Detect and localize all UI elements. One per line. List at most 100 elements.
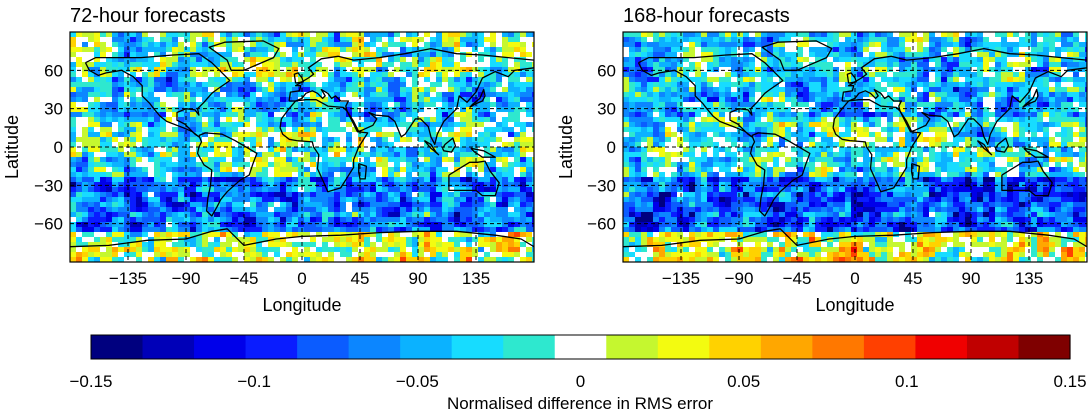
heatmap-cell — [238, 52, 245, 58]
heatmap-cell — [130, 52, 137, 58]
heatmap-cell — [226, 117, 233, 123]
heatmap-cell — [677, 57, 684, 63]
heatmap-cell — [731, 112, 738, 118]
heatmap-cell — [124, 252, 131, 258]
heatmap-cell — [683, 77, 690, 83]
heatmap-cell — [70, 247, 77, 253]
heatmap-cell — [508, 237, 515, 243]
heatmap-cell — [430, 232, 437, 238]
heatmap-cell — [340, 257, 347, 262]
heatmap-cell — [755, 47, 762, 53]
heatmap-cell — [202, 82, 209, 88]
heatmap-cell — [406, 177, 413, 183]
heatmap-cell — [845, 57, 852, 63]
heatmap-cell — [208, 42, 215, 48]
heatmap-cell — [154, 222, 161, 228]
heatmap-cell — [148, 222, 155, 228]
heatmap-cell — [316, 102, 323, 108]
heatmap-cell — [514, 72, 521, 78]
heatmap-cell — [256, 167, 263, 173]
heatmap-cell — [490, 152, 497, 158]
heatmap-cell — [112, 82, 119, 88]
heatmap-cell — [130, 117, 137, 123]
heatmap-cell — [977, 72, 984, 78]
heatmap-cell — [412, 102, 419, 108]
heatmap-cell — [977, 42, 984, 48]
heatmap-cell — [130, 127, 137, 133]
heatmap-cell — [803, 42, 810, 48]
heatmap-cell — [220, 182, 227, 188]
heatmap-cell — [629, 87, 636, 93]
heatmap-cell — [310, 57, 317, 63]
heatmap-cell — [94, 227, 101, 233]
heatmap-cell — [977, 77, 984, 83]
heatmap-cell — [280, 157, 287, 163]
heatmap-cell — [412, 172, 419, 178]
heatmap-cell — [118, 82, 125, 88]
heatmap-cell — [454, 237, 461, 243]
heatmap-cell — [983, 97, 990, 103]
heatmap-cell — [671, 107, 678, 113]
heatmap-cell — [394, 237, 401, 243]
heatmap-cell — [394, 182, 401, 188]
heatmap-cell — [917, 97, 924, 103]
heatmap-cell — [472, 72, 479, 78]
heatmap-cell — [208, 182, 215, 188]
heatmap-cell — [623, 37, 630, 43]
heatmap-cell — [683, 92, 690, 98]
heatmap-cell — [532, 67, 534, 73]
heatmap-cell — [88, 127, 95, 133]
heatmap-cell — [857, 37, 864, 43]
heatmap-cell — [316, 252, 323, 258]
heatmap-cell — [394, 202, 401, 208]
heatmap-cell — [797, 77, 804, 83]
heatmap-cell — [322, 252, 329, 258]
heatmap-cell — [154, 127, 161, 133]
heatmap-cell — [496, 97, 503, 103]
heatmap-cell — [262, 162, 269, 168]
heatmap-cell — [286, 162, 293, 168]
coastline — [469, 88, 486, 108]
heatmap-cell — [466, 257, 473, 262]
heatmap-cell — [76, 172, 83, 178]
heatmap-cell — [226, 167, 233, 173]
heatmap-cell — [484, 122, 491, 128]
heatmap-cell — [526, 92, 533, 98]
heatmap-cell — [220, 202, 227, 208]
heatmap-cell — [508, 257, 515, 262]
heatmap-cell — [310, 162, 317, 168]
heatmap-cell — [298, 67, 305, 73]
heatmap-cell — [184, 122, 191, 128]
heatmap-cell — [695, 47, 702, 53]
heatmap-cell — [250, 257, 257, 262]
heatmap-cell — [106, 132, 113, 138]
coastline — [84, 53, 231, 138]
heatmap-cell — [953, 102, 960, 108]
heatmap-cell — [460, 37, 467, 43]
heatmap-cell — [250, 122, 257, 128]
heatmap-cell — [893, 107, 900, 113]
heatmap-cell — [178, 142, 185, 148]
heatmap-cell — [953, 112, 960, 118]
heatmap-cell — [142, 147, 149, 153]
heatmap-cell — [316, 47, 323, 53]
heatmap-cell — [292, 47, 299, 53]
heatmap-cell — [418, 37, 425, 43]
heatmap-cell — [490, 62, 497, 68]
heatmap-cell — [797, 52, 804, 58]
heatmap-cell — [923, 92, 930, 98]
heatmap-cell — [148, 177, 155, 183]
heatmap-cell — [178, 117, 185, 123]
heatmap-cell — [136, 242, 143, 248]
heatmap-cell — [346, 117, 353, 123]
heatmap-cell — [142, 212, 149, 218]
heatmap-cell — [196, 167, 203, 173]
heatmap-cell — [400, 92, 407, 98]
heatmap-cell — [310, 172, 317, 178]
heatmap-cell — [448, 232, 455, 238]
heatmap-cell — [136, 157, 143, 163]
heatmap-cell — [208, 187, 215, 193]
heatmap-cell — [466, 202, 473, 208]
heatmap-cell — [82, 162, 89, 168]
heatmap-cell — [971, 77, 978, 83]
